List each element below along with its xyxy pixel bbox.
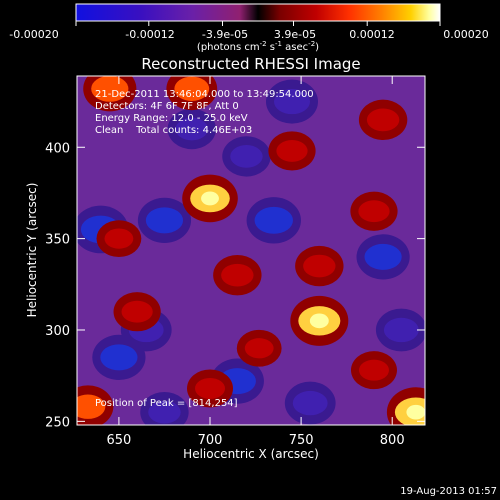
units-part-3: asec — [282, 42, 308, 53]
hot-spot-11 — [276, 139, 308, 162]
hot-spot-core-1 — [309, 313, 329, 329]
cold-spot-1 — [145, 207, 184, 234]
cold-spot-9 — [273, 88, 310, 115]
cold-spot-8 — [383, 317, 419, 343]
units-part-1: (photons cm — [197, 42, 260, 53]
x-tick-label-3: 800 — [380, 433, 405, 448]
hot-spot-3 — [174, 76, 210, 101]
cold-spot-7 — [364, 243, 402, 270]
hot-spot-15 — [244, 338, 274, 359]
cold-spot-12 — [148, 400, 181, 424]
cold-spot-11 — [230, 145, 263, 168]
colorbar-tick-label-4: 0.00012 — [349, 28, 395, 41]
hot-spot-14 — [104, 228, 134, 249]
peak-label: Position of Peak = [814,254] — [95, 398, 238, 409]
colorbar-tick-label-5: 0.00020 — [443, 28, 489, 41]
y-tick-label-0: 250 — [45, 415, 70, 430]
footer-timestamp: 19-Aug-2013 01:57 — [400, 486, 497, 497]
heatmap-image — [77, 76, 425, 425]
cold-spot-3 — [100, 344, 138, 371]
hot-spot-13 — [195, 377, 226, 399]
colorbar-ticks — [75, 21, 441, 26]
hot-spot-7 — [221, 263, 254, 287]
cold-spot-6 — [254, 206, 293, 234]
x-tick-label-2: 750 — [289, 433, 314, 448]
info-line-3: Energy Range: 12.0 - 25.0 keV — [95, 113, 248, 124]
units-sup-2: -1 — [275, 40, 282, 48]
units-part-2: s — [267, 42, 275, 53]
colorbar-tick-label-3: 3.9e-05 — [274, 28, 316, 41]
x-tick-label-0: 650 — [106, 433, 131, 448]
chart-title: Reconstructed RHESSI Image — [141, 55, 360, 73]
units-sup-3: -2 — [308, 40, 315, 48]
colorbar-tick-label-0: -0.00020 — [9, 28, 58, 41]
cold-spot-5 — [292, 390, 328, 416]
hot-spot-4 — [366, 108, 400, 132]
hot-spot-10 — [121, 300, 153, 323]
y-tick-label-2: 350 — [45, 233, 70, 248]
hot-spot-core-0 — [201, 191, 219, 206]
info-line-2: Detectors: 4F 6F 7F 8F, Att 0 — [95, 101, 239, 112]
info-line-1: 21-Dec-2011 13:46:04.000 to 13:49:54.000 — [95, 89, 314, 100]
axis-ticks: 650 700 750 800 250 300 350 400 — [45, 76, 425, 448]
info-line-4: Clean Total counts: 4.46E+03 — [95, 125, 252, 136]
y-tick-label-3: 400 — [45, 141, 70, 156]
x-tick-label-1: 700 — [198, 433, 223, 448]
x-axis-title: Heliocentric X (arcsec) — [183, 447, 319, 461]
y-tick-label-1: 300 — [45, 324, 70, 339]
cold-spot-10 — [175, 117, 208, 141]
plot-frame — [76, 75, 426, 426]
colorbar-tick-label-2: -3.9e-05 — [202, 28, 248, 41]
hot-spot-8 — [303, 254, 336, 278]
colorbar-units: (photons cm-2 s-1 asec-2) — [197, 40, 319, 53]
hot-spot-6 — [77, 394, 106, 419]
units-part-4: ) — [315, 42, 319, 53]
y-axis-title: Heliocentric Y (arcsec) — [25, 183, 39, 318]
hot-spot-12 — [358, 359, 389, 381]
units-sup-1: -2 — [260, 40, 267, 48]
hot-spot-core-5 — [406, 404, 425, 420]
colorbar — [75, 3, 441, 22]
hot-spot-9 — [358, 200, 390, 223]
colorbar-tick-label-1: -0.00012 — [125, 28, 174, 41]
